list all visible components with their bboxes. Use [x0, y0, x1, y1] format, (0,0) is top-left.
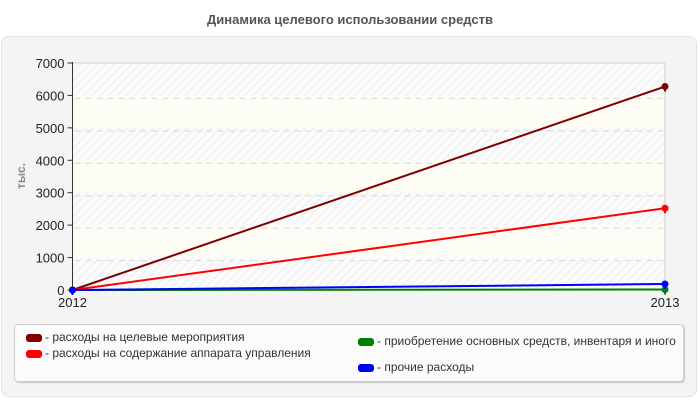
svg-text:7000: 7000 [36, 56, 65, 71]
legend-label: - расходы на целевые мероприятия [45, 330, 245, 344]
svg-text:0: 0 [57, 283, 64, 298]
svg-text:4000: 4000 [36, 153, 65, 168]
series-line [69, 280, 669, 295]
legend-item-fixed-assets[interactable]: - приобретение основных средств, инвента… [358, 335, 678, 348]
legend-swatch-icon [358, 338, 374, 346]
svg-text:3000: 3000 [36, 186, 65, 201]
svg-text:5000: 5000 [36, 121, 65, 136]
svg-text:2000: 2000 [36, 218, 65, 233]
svg-text:1000: 1000 [36, 251, 65, 266]
svg-text:2012: 2012 [58, 295, 87, 310]
svg-text:6000: 6000 [36, 88, 65, 103]
legend-item-target-events[interactable]: - расходы на целевые мероприятия [26, 331, 245, 344]
legend: - расходы на целевые мероприятия - расхо… [14, 324, 684, 382]
legend-swatch-icon [358, 364, 374, 372]
y-axis-label: тыс. [14, 163, 28, 189]
plot-background [72, 63, 665, 290]
chart-title: Динамика целевого использовании средств [207, 12, 493, 27]
legend-label: - прочие расходы [377, 360, 475, 374]
legend-item-other-costs[interactable]: - прочие расходы [358, 361, 474, 374]
series-lines [69, 83, 669, 295]
legend-swatch-icon [26, 334, 42, 342]
legend-item-admin-costs[interactable]: - расходы на содержание аппарата управле… [26, 347, 311, 360]
svg-text:2013: 2013 [651, 295, 680, 310]
legend-swatch-icon [26, 350, 42, 358]
legend-label: - приобретение основных средств, инвента… [377, 334, 676, 348]
y-axis-ticks: 0 1000 2000 3000 4000 5000 6000 7000 [36, 56, 73, 298]
legend-label: - расходы на содержание аппарата управле… [45, 346, 311, 360]
x-axis-ticks: 2012 2013 [58, 295, 679, 310]
